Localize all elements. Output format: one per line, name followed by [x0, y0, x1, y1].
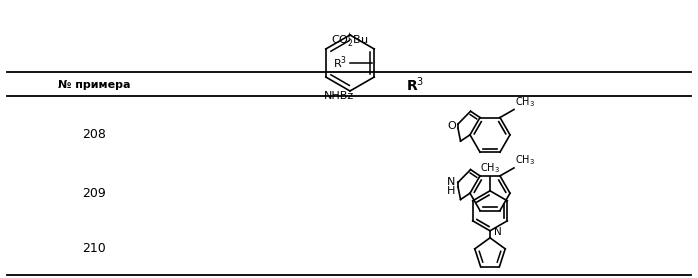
Text: 209: 209: [82, 187, 106, 200]
Text: N: N: [494, 227, 502, 237]
Text: $\mathbf{R}^3$: $\mathbf{R}^3$: [406, 76, 424, 94]
Text: 208: 208: [82, 128, 106, 141]
Text: N: N: [447, 177, 455, 187]
Text: CO$_2^t$Bu: CO$_2^t$Bu: [331, 32, 369, 50]
Text: NHBz: NHBz: [324, 91, 354, 101]
Text: № примера: № примера: [58, 80, 131, 90]
Text: CH$_3$: CH$_3$: [515, 95, 535, 108]
Text: O: O: [447, 121, 456, 131]
Text: CH$_3$: CH$_3$: [480, 161, 500, 175]
Text: R$^3$: R$^3$: [333, 55, 347, 71]
Text: 210: 210: [82, 242, 106, 255]
Text: H: H: [447, 185, 455, 195]
Text: CH$_3$: CH$_3$: [515, 153, 535, 167]
